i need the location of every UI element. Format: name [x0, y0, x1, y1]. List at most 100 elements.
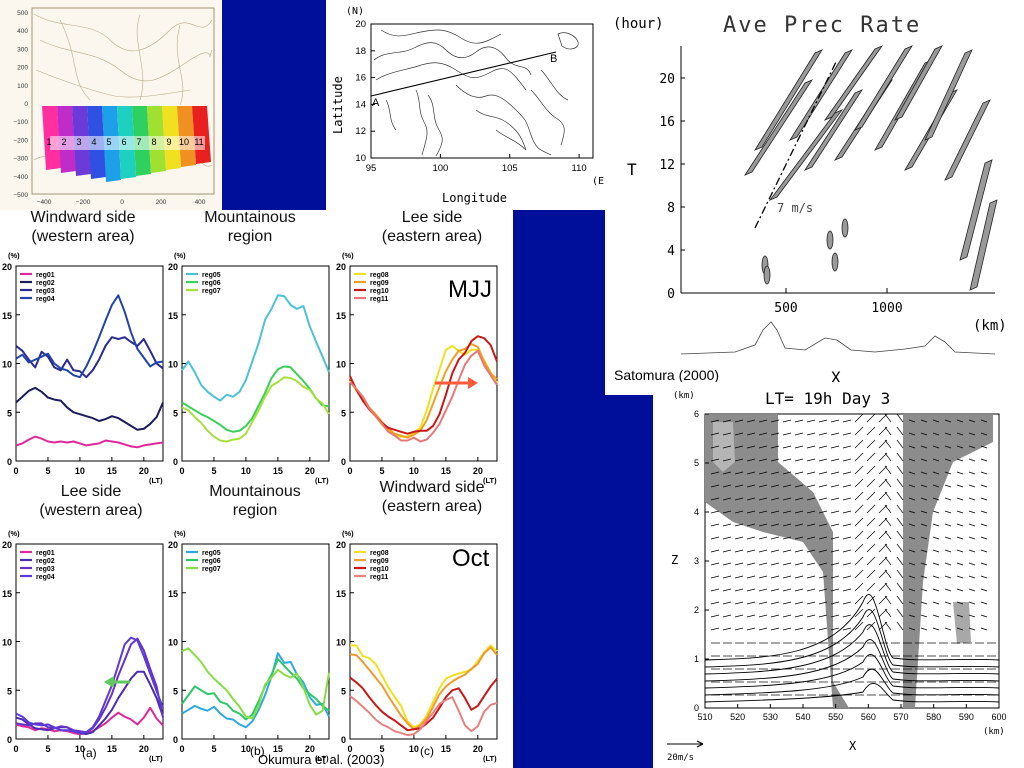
wind-vector: [896, 556, 904, 566]
y-axis-label: (%): [342, 529, 354, 538]
wind-vector: [944, 549, 952, 553]
wind-vector: [842, 497, 852, 501]
wind-vector: [794, 471, 804, 475]
wind-vector: [842, 562, 852, 566]
wind-vector: [968, 523, 976, 527]
x-tick-label: 20: [305, 466, 315, 476]
wind-vector: [944, 562, 952, 566]
theta-contour: [704, 683, 1000, 703]
chart-frame: [181, 265, 330, 462]
wind-vector: [806, 523, 816, 527]
hovmoller-x-tick: 500: [774, 301, 797, 316]
wind-vector: [932, 614, 940, 618]
y-tick-label: 10: [168, 360, 178, 370]
wind-vector: [794, 562, 804, 566]
rain-streak: [768, 109, 844, 201]
caption-lee-western: Lee side (western area): [39, 483, 143, 519]
legend-label: reg05: [202, 550, 221, 557]
wind-vector: [920, 549, 928, 553]
wind-vector: [884, 569, 892, 579]
wind-vector: [734, 536, 744, 540]
wind-vector: [746, 484, 756, 488]
wind-vector: [980, 588, 988, 592]
wind-vector: [782, 549, 792, 553]
y-tick-label: 0: [7, 735, 12, 745]
cross-x-tick: 570: [893, 712, 908, 722]
wind-vector: [758, 419, 768, 423]
region-y-tick: 200: [17, 65, 28, 72]
wind-vector: [794, 549, 804, 553]
wind-vector: [944, 432, 952, 436]
wind-vector: [854, 543, 864, 553]
wind-vector: [722, 536, 732, 540]
y-tick-label: 10: [336, 638, 346, 648]
wind-vector: [722, 601, 732, 605]
wind-vector: [734, 458, 744, 462]
legend-label: reg05: [202, 272, 221, 279]
wind-vector: [806, 614, 816, 618]
wind-vector: [782, 510, 792, 514]
wind-vector: [956, 588, 964, 592]
wind-vector: [830, 549, 840, 553]
wind-vector: [722, 497, 732, 501]
region-x-tick: 0: [120, 199, 124, 206]
wind-vector: [758, 471, 768, 475]
hovmoller-y-tick: 12: [659, 158, 675, 173]
wind-vector: [830, 588, 840, 592]
region-map-x-ticks: −400 −200 0 200 400: [37, 199, 206, 206]
wind-vector: [968, 549, 976, 553]
region-x-tick: −400: [37, 199, 52, 206]
wind-vector: [920, 523, 928, 527]
wind-vector: [722, 484, 732, 488]
wind-vector: [830, 484, 840, 488]
wind-vector: [908, 549, 916, 553]
x-tick-label: 10: [75, 744, 85, 754]
wind-vector: [770, 445, 780, 449]
wind-vector: [968, 627, 976, 631]
wind-vector: [818, 432, 828, 436]
x-axis-label: (LT): [483, 476, 497, 485]
wind-vector: [818, 601, 828, 605]
wind-vector: [980, 562, 988, 566]
legend-label: reg07: [202, 566, 221, 573]
legend-label: reg02: [36, 280, 55, 287]
topo-x-tick: 100: [432, 163, 448, 174]
wind-vector: [770, 510, 780, 514]
wind-vector: [794, 627, 804, 631]
wind-vector: [794, 484, 804, 488]
wind-vector: [830, 614, 840, 618]
wind-vector: [866, 413, 876, 423]
wind-vector: [932, 588, 940, 592]
legend-label: reg06: [202, 558, 221, 565]
y-tick-label: 10: [336, 360, 346, 370]
wind-vector: [944, 601, 952, 605]
legend-label: reg04: [36, 296, 55, 303]
wind-vector: [854, 530, 864, 540]
wind-vector: [866, 595, 876, 605]
wind-vector: [770, 497, 780, 501]
x-axis-label: (LT): [483, 754, 497, 763]
wind-vector: [980, 510, 988, 514]
y-tick-label: 0: [7, 457, 12, 467]
y-tick-label: 5: [7, 408, 12, 418]
region-x-tick: 200: [156, 199, 167, 206]
wind-vector: [734, 588, 744, 592]
wind-vector: [758, 575, 768, 579]
wind-vector: [854, 465, 864, 475]
wind-vector: [908, 484, 916, 488]
x-tick-label: 10: [409, 466, 419, 476]
x-tick-label: 0: [347, 744, 352, 754]
region-number: 5: [106, 137, 111, 147]
wind-vector: [908, 614, 916, 618]
topo-y-tick: 18: [355, 46, 366, 57]
wind-vector: [794, 432, 804, 436]
wind-vector: [770, 601, 780, 605]
wind-vector: [980, 497, 988, 501]
series-line-reg07: [181, 376, 330, 443]
wind-vector: [734, 419, 744, 423]
wind-vector: [782, 588, 792, 592]
wind-vector: [830, 536, 840, 540]
wind-vector: [734, 471, 744, 475]
x-tick-label: 0: [13, 466, 18, 476]
series-line-reg09: [349, 343, 498, 439]
